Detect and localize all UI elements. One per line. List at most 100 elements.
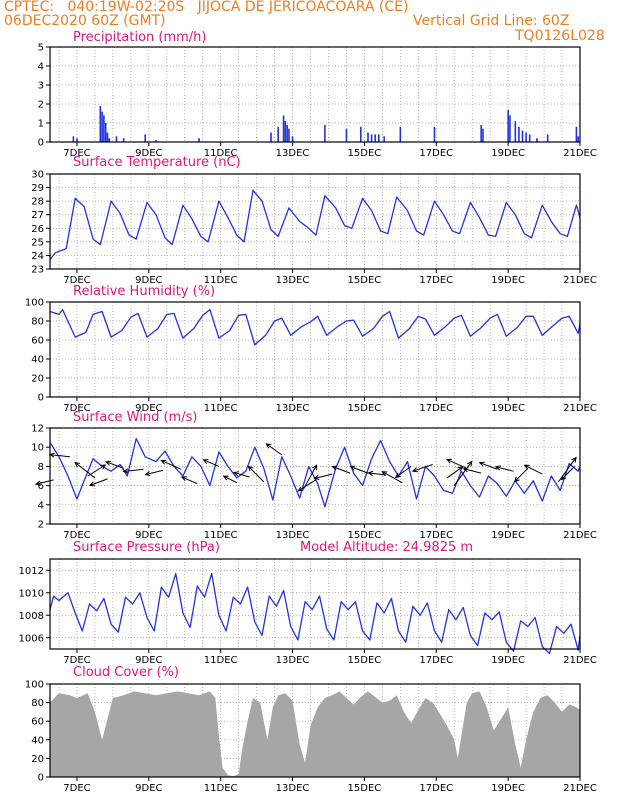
wind-arrowhead <box>104 460 112 466</box>
wind-vector <box>89 478 108 486</box>
xtick-label: 21DEC <box>563 275 597 286</box>
precip-bar <box>577 136 580 142</box>
ytick-label: 0 <box>38 773 44 784</box>
wind-arrowhead <box>571 456 577 463</box>
wind-vector <box>382 471 403 484</box>
temperature-line <box>49 189 581 260</box>
xtick-label: 13DEC <box>276 148 310 159</box>
wind-vector <box>248 466 265 483</box>
wind-vector <box>266 443 283 456</box>
precip-bar <box>108 138 111 142</box>
wind-vector <box>314 473 333 479</box>
precip-bar <box>284 121 287 142</box>
ytick-label: 60 <box>31 336 44 347</box>
wind-vector <box>298 479 317 492</box>
wind-vector <box>233 472 250 478</box>
precip-bar <box>518 126 520 142</box>
wind-arrowhead <box>494 465 501 471</box>
wind-arrowhead <box>478 461 485 467</box>
cloud-title: Cloud Cover (%) <box>73 665 179 680</box>
wind-vector <box>74 462 96 479</box>
precip-bar <box>106 132 109 142</box>
xtick-label: 9DEC <box>135 655 162 666</box>
precip-bar <box>345 128 348 142</box>
wind-vector <box>524 464 543 475</box>
precip-bar <box>480 124 482 142</box>
xtick-label: 17DEC <box>419 783 453 794</box>
ytick-label: 40 <box>31 735 44 746</box>
precip-bar <box>367 132 369 142</box>
wind-vector <box>302 465 317 490</box>
wind-vector <box>495 466 514 472</box>
xtick-label: 7DEC <box>63 148 90 159</box>
xtick-label: 11DEC <box>204 530 238 541</box>
wind-arrowhead <box>88 481 95 487</box>
wind-arrowhead <box>180 476 187 482</box>
wind-vector <box>446 459 468 469</box>
ytick-label: 80 <box>31 698 44 709</box>
temp-title: Surface Temperature (nC) <box>73 155 241 170</box>
humidity-frame <box>49 301 581 398</box>
xtick-label: 13DEC <box>276 783 310 794</box>
model-code: TQ0126L028 <box>515 28 605 44</box>
pressure-line <box>49 572 581 655</box>
precip-bar <box>507 109 509 142</box>
wind-vector <box>203 459 220 467</box>
wind-arrowhead <box>222 475 229 481</box>
ytick-label: 20 <box>31 374 44 385</box>
xtick-label: 17DEC <box>419 655 453 666</box>
precip-bar <box>288 128 290 142</box>
wind-arrowhead <box>513 476 520 483</box>
xtick-label: 17DEC <box>419 275 453 286</box>
xtick-label: 19DEC <box>491 275 525 286</box>
wind-vector <box>332 466 351 474</box>
wind-arrowhead <box>312 464 318 471</box>
ytick-label: 12 <box>31 424 44 435</box>
wind-line <box>49 437 581 508</box>
precip-bar <box>525 132 527 142</box>
rh-title: Relative Humidity (%) <box>73 284 216 299</box>
ytick-label: 26 <box>31 224 44 235</box>
xtick-label: 11DEC <box>204 403 238 414</box>
xtick-label: 9DEC <box>135 783 162 794</box>
precip-bar <box>433 126 436 142</box>
precip-bar <box>101 111 103 142</box>
wind-vector <box>514 467 529 482</box>
wind-arrowhead <box>202 459 209 464</box>
precip-bar <box>286 124 288 142</box>
precip-bar <box>282 115 285 142</box>
precip-frame <box>49 46 581 143</box>
wind-vector <box>395 465 412 478</box>
precip-bar <box>115 136 118 142</box>
wind-vector <box>145 469 164 476</box>
xtick-label: 19DEC <box>491 655 525 666</box>
ytick-label: 100 <box>25 680 44 691</box>
ytick-label: 28 <box>31 197 44 208</box>
wind-frame <box>49 427 581 525</box>
wind-arrowhead <box>467 460 473 467</box>
xtick-label: 13DEC <box>276 275 310 286</box>
xtick-label: 17DEC <box>419 403 453 414</box>
wind-vector <box>479 462 498 470</box>
wind-vector <box>463 468 482 474</box>
xtick-label: 21DEC <box>563 783 597 794</box>
xtick-label: 21DEC <box>563 530 597 541</box>
xtick-label: 7DEC <box>63 403 90 414</box>
wind-title: Surface Wind (m/s) <box>73 410 198 425</box>
xtick-label: 11DEC <box>204 148 238 159</box>
ytick-label: 8 <box>38 462 44 473</box>
wind-vector <box>223 475 238 484</box>
temperature-frame <box>49 173 581 270</box>
wind-arrowhead <box>313 474 320 480</box>
ytick-label: 1006 <box>19 633 44 644</box>
pressure-title: Surface Pressure (hPa) <box>73 540 220 555</box>
ytick-label: 40 <box>31 355 44 366</box>
xtick-label: 11DEC <box>204 275 238 286</box>
xtick-label: 21DEC <box>563 403 597 414</box>
xtick-label: 19DEC <box>491 148 525 159</box>
precip-title: Precipitation (mm/h) <box>73 30 207 45</box>
precip-bar <box>198 138 200 142</box>
xtick-label: 21DEC <box>563 148 597 159</box>
ytick-label: 1 <box>38 119 44 130</box>
xtick-label: 15DEC <box>348 655 382 666</box>
